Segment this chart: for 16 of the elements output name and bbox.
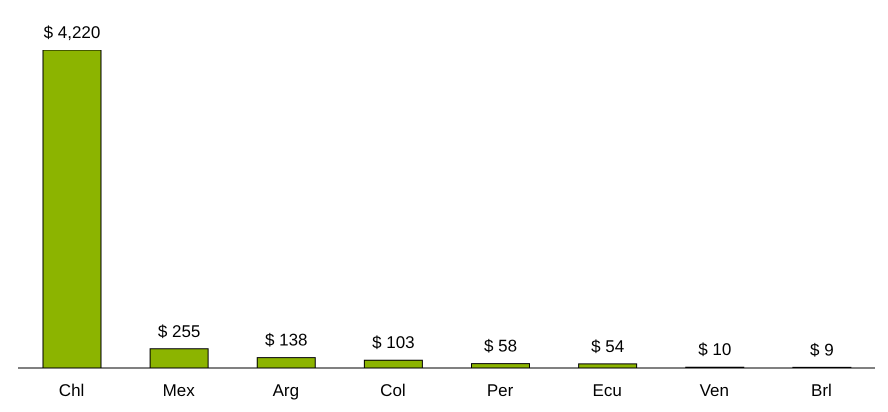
data-label: $ 255 <box>158 322 200 341</box>
data-label: $ 10 <box>698 340 732 360</box>
x-tick-label: Chl <box>58 381 84 400</box>
x-tick-label: Ven <box>700 381 729 400</box>
x-tick-label: Brl <box>811 381 832 400</box>
data-label: $ 4,220 <box>44 23 100 42</box>
x-tick-label: Per <box>486 381 514 400</box>
data-label: $ 58 <box>484 336 518 356</box>
data-label: $ 54 <box>591 336 624 356</box>
x-tick-label: Ecu <box>592 381 622 400</box>
x-tick-label: Mex <box>162 381 196 400</box>
x-tick-label: Col <box>380 381 406 400</box>
data-label: $ 103 <box>372 333 415 352</box>
data-label: $ 138 <box>264 330 308 350</box>
x-tick-label: Arg <box>272 381 300 400</box>
data-label: $ 9 <box>810 340 834 360</box>
